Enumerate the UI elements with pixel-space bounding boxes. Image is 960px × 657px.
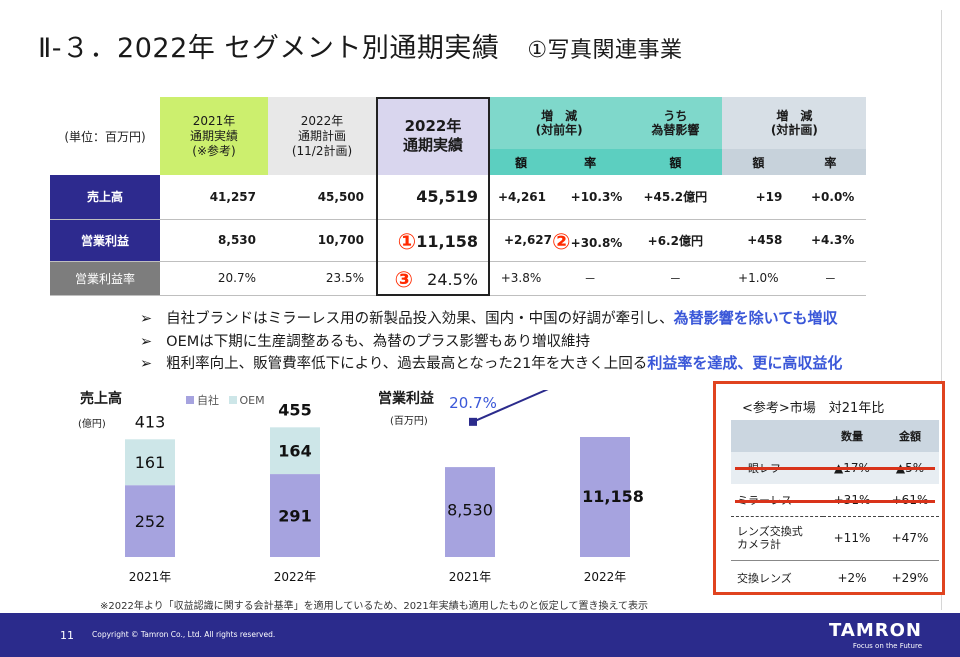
bar-profit-2022年	[580, 437, 630, 557]
segment-results-table: (単位：百万円) 2021年 通期実績 (※参考) 2022年 通期計画 (11…	[50, 97, 867, 296]
sales-legend: 自社 OEM	[186, 392, 265, 408]
market-row: 交換レンズ +2% +29%	[737, 571, 929, 586]
yoy-header: 増 減 (対前年)	[490, 97, 629, 149]
label-total-2022年: 455	[278, 400, 311, 419]
label-oem-2022年: 164	[278, 442, 311, 461]
page-title: Ⅱ-３．2022年 セグメント別通期実績 ①写真関連事業	[38, 33, 683, 64]
bar-own-2022年	[270, 474, 320, 557]
bullet-2: ➢ OEMは下期に生産調整あるも、為替のプラス影響もあり増収維持	[140, 334, 591, 350]
vsplan-rate-header: 率	[794, 149, 867, 175]
sales-chart-unit: (億円)	[78, 419, 106, 430]
rate-point-2021年	[469, 417, 477, 426]
profit-chart-title: 営業利益	[378, 391, 434, 407]
row-label-sales: 売上高	[50, 175, 160, 220]
bullet-arrow-icon: ➢	[140, 311, 153, 327]
label-total-2021年: 413	[135, 412, 166, 431]
mark-3: ③	[394, 267, 414, 293]
market-header-qty: 数量	[823, 420, 881, 452]
copyright: Copyright © Tamron Co., Ltd. All rights …	[92, 630, 276, 639]
page-subtitle: ①写真関連事業	[527, 38, 683, 63]
underline-mirrorless	[735, 500, 935, 503]
rate-line	[472, 390, 549, 423]
fx-header: うち 為替影響	[628, 97, 723, 149]
x-tick-2022年: 2022年	[274, 570, 317, 584]
market-header-amt: 金額	[881, 420, 939, 452]
bullet-3: ➢ 粗利率向上、販管費率低下により、過去最高となった21年を大きく上回る利益率を達…	[140, 354, 843, 372]
market-row: レンズ交換式 カメラ計 +11% +47%	[731, 516, 939, 560]
x-tick-2021年: 2021年	[449, 570, 492, 584]
label-own-2022年: 291	[278, 507, 311, 526]
bar-oem-2021年	[125, 439, 175, 486]
x-tick-2021年: 2021年	[129, 570, 172, 584]
yoy-amount-header: 額	[490, 149, 552, 175]
legend-swatch-oem	[228, 396, 237, 404]
row-label-operating-profit: 営業利益	[50, 219, 160, 262]
underline-dslr	[735, 467, 935, 470]
vsplan-header: 増 減 (対計画)	[722, 97, 867, 149]
profit-chart-unit: (百万円)	[390, 416, 428, 427]
label-own-2021年: 252	[135, 512, 166, 531]
market-table: 数量 金額 一眼レフ ▲17% ▲5% ミラーレス +31% +61% レンズ交…	[731, 420, 939, 596]
col-2022-header: 2022年 通期実績	[376, 97, 490, 175]
page-number: 11	[60, 629, 74, 642]
bullet-arrow-icon: ➢	[140, 356, 153, 372]
footnote: ※2022年より「収益認識に関する会計基準」を適用しているため、2021年実績も…	[100, 601, 648, 612]
row-label-operating-margin: 営業利益率	[50, 261, 160, 296]
brand-tagline: Focus on the Future	[852, 642, 922, 650]
market-reference-box: <参考>市場 対21年比 数量 金額 一眼レフ ▲17% ▲5% ミラーレス +…	[713, 381, 945, 595]
vsplan-amount-header: 額	[722, 149, 795, 175]
label-oem-2021年: 161	[135, 453, 166, 472]
bar-own-2021年	[125, 485, 175, 557]
rate-label-2021年: 20.7%	[449, 394, 497, 412]
bar-oem-2022年	[270, 427, 320, 475]
market-title: <参考>市場 対21年比	[742, 401, 885, 416]
divider	[941, 10, 942, 610]
bullet-arrow-icon: ➢	[140, 334, 153, 350]
label-profit-2021年: 8,530	[447, 501, 493, 520]
table-row: 営業利益率 20.7% 23.5% ③ 24.5% +3.8% － － +1.0%…	[50, 261, 867, 296]
table-row: 営業利益 8,530 10,700 ①11,158 +2,627 ②+30.8%…	[50, 219, 867, 262]
footer: 11 Copyright © Tamron Co., Ltd. All righ…	[0, 613, 960, 657]
bullet-1: ➢ 自社ブランドはミラーレス用の新製品投入効果、国内・中国の好調が牽引し、為替影響…	[140, 309, 838, 327]
brand-logo: TAMRON	[829, 620, 922, 641]
bar-profit-2021年	[445, 467, 495, 557]
mark-1: ①	[397, 229, 417, 255]
unit-label: (単位：百万円)	[50, 97, 160, 175]
label-profit-2022年: 11,158	[582, 487, 644, 506]
sales-chart: 252 161 413 2021年 291 164 455 2022年	[125, 400, 320, 584]
table-row: 売上高 41,257 45,500 45,519 +4,261 +10.3% +…	[50, 175, 867, 220]
col-2021-header: 2021年 通期実績 (※参考)	[160, 97, 268, 175]
sales-chart-title: 売上高	[80, 391, 122, 407]
legend-swatch-own	[186, 396, 194, 404]
mark-2: ②	[552, 229, 571, 255]
x-tick-2022年: 2022年	[584, 570, 627, 584]
yoy-rate-header: 率	[552, 149, 629, 175]
col-plan-header: 2022年 通期計画 (11/2計画)	[268, 97, 376, 175]
fx-amount-header: 額	[628, 149, 723, 175]
